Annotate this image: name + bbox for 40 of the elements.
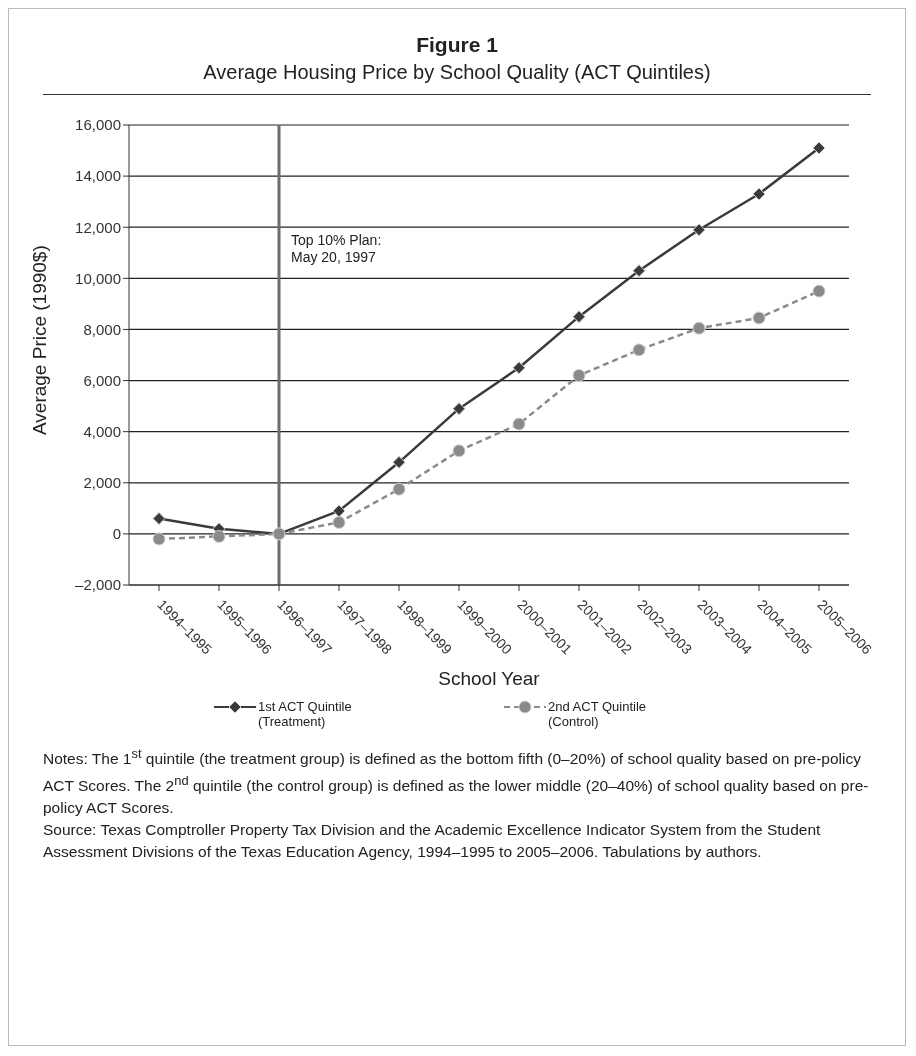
- y-tick-label: 0: [112, 525, 121, 543]
- point: [512, 361, 526, 375]
- point: [692, 223, 706, 237]
- y-tick-label: 2,000: [83, 474, 121, 492]
- point: [332, 504, 346, 518]
- point: [812, 141, 826, 155]
- y-tick-label: 4,000: [83, 422, 121, 440]
- point: [632, 343, 646, 357]
- y-tick-label: 14,000: [75, 167, 121, 185]
- text: Notes: The 1$^{st}$ quintile (the treatment group) is defined as the bottom fifth (0–20%) of school quality based on pre-policy ACT Scores. The 2$^{nd}$ quintile (the control group) is defined as the lower middle (20–40%) of school quality based on pre-policy ACT Scores.: [43, 746, 869, 817]
- y-tick-label: 6,000: [83, 371, 121, 389]
- legend-label: 1st ACT Quintile (Treatment): [258, 699, 353, 729]
- ref-line-label: Top 10% Plan: May 20, 1997: [291, 232, 382, 265]
- point: [752, 187, 766, 201]
- point: [392, 455, 406, 469]
- point: [212, 529, 226, 543]
- y-tick-label: 8,000: [83, 320, 121, 338]
- point: [152, 532, 166, 546]
- point: [632, 264, 646, 278]
- point: [332, 515, 346, 529]
- chart-title: Figure 1: [415, 33, 499, 57]
- source-note: Source: Texas Comptroller Property Tax Division and the Academic Excellence Indicator System from the Student Assessment Divisions of the Texas Education Agency, 1994–1995 to 2005–2006. Tabulations by authors.: [43, 820, 822, 863]
- y-axis-title: Average Price (1990$): [28, 245, 50, 435]
- y-tick-label: 10,000: [75, 269, 121, 287]
- y-tick-label: 16,000: [75, 116, 121, 134]
- y-tick-label: –2,000: [75, 576, 121, 594]
- point: [512, 417, 526, 431]
- point: [572, 368, 586, 382]
- point: [692, 321, 706, 335]
- chart-subtitle: Average Housing Price by School Quality (ACT Quintiles): [202, 61, 712, 84]
- point: [452, 444, 466, 458]
- x-axis-title: School Year: [438, 668, 541, 689]
- point: [812, 284, 826, 298]
- y-tick-label: 12,000: [75, 218, 121, 236]
- point: [152, 512, 166, 526]
- legend-label: 2nd ACT Quintile (Control): [548, 699, 648, 729]
- point: [392, 482, 406, 496]
- point: [752, 311, 766, 325]
- point: [572, 310, 586, 324]
- point: [452, 402, 466, 416]
